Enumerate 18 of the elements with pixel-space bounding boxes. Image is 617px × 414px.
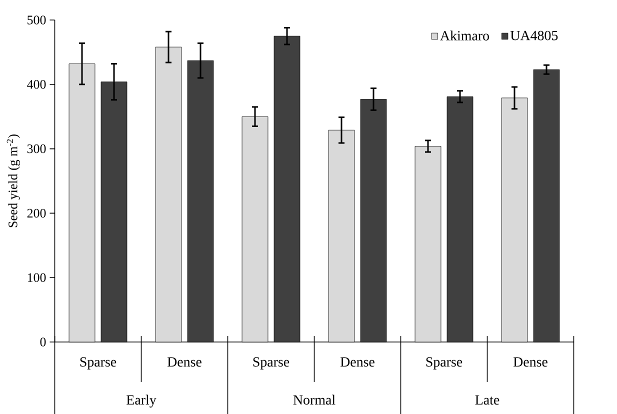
legend-label: UA4805 [510, 30, 558, 40]
y-tick-label: 0 [40, 337, 46, 346]
y-tick-label: 300 [27, 144, 46, 153]
y-axis-title: Seed yield (g m$^{-2}$) [6, 134, 20, 227]
text: Normal [293, 394, 336, 404]
y-tick-label: 400 [27, 80, 46, 89]
y-tick-label: 100 [28, 273, 46, 282]
x-tick-label: Sparse [80, 357, 116, 370]
x-tick-label: Sparse [426, 357, 462, 370]
x-tick-label: Dense [167, 357, 202, 366]
text: Early [126, 394, 156, 408]
y-tick-label: 500 [28, 15, 46, 24]
legend-label: Akimaro [440, 30, 489, 40]
y-tick-label: 200 [27, 208, 46, 218]
x-tick-label: Dense [340, 357, 374, 366]
x-tick-label: Sparse [253, 357, 290, 370]
text: Late [475, 395, 500, 404]
x-tick-label: Dense [513, 357, 548, 366]
